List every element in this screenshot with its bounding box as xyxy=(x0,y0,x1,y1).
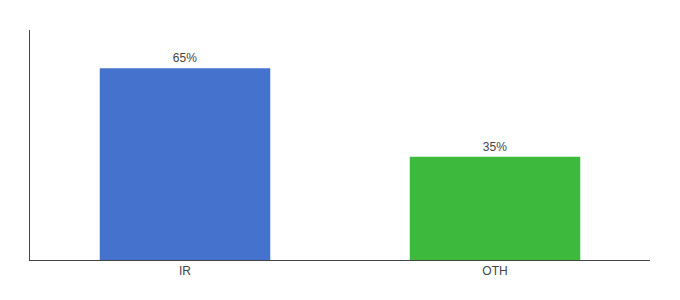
svg-text:IR: IR xyxy=(179,264,191,278)
svg-text:35%: 35% xyxy=(483,140,507,154)
svg-text:65%: 65% xyxy=(173,51,197,65)
svg-text:OTH: OTH xyxy=(482,264,507,278)
